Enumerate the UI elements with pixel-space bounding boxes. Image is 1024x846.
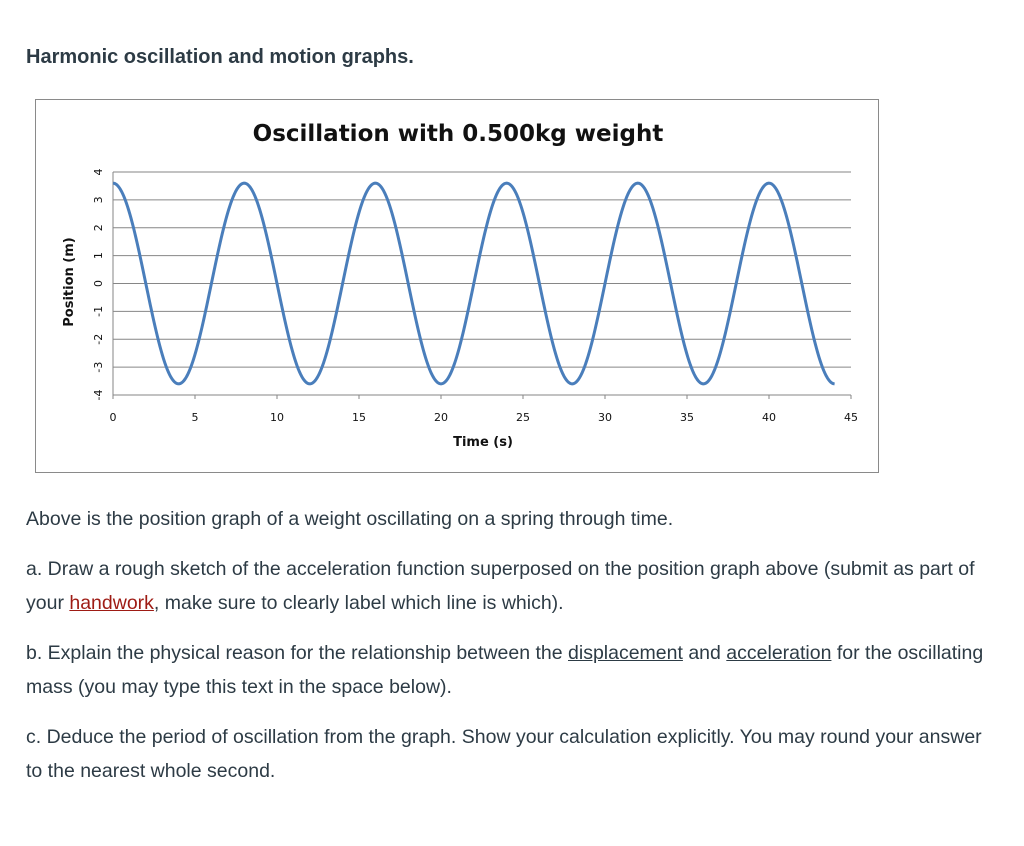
y-tick-label: 1	[92, 252, 105, 259]
question-b: b. Explain the physical reason for the r…	[26, 636, 1001, 704]
x-tick-label: 10	[270, 411, 284, 424]
position-series-line	[112, 181, 835, 386]
acceleration-link[interactable]: acceleration	[726, 642, 832, 664]
question-b-text-2: and	[682, 642, 727, 664]
x-tick-labels: 0 5 10 15 20 25 30 35 40 45	[110, 411, 859, 424]
displacement-link[interactable]: displacement	[568, 642, 683, 664]
y-tick-label: -3	[92, 362, 105, 373]
y-tick-label: 4	[92, 169, 105, 176]
intro-paragraph: Above is the position graph of a weight …	[26, 508, 674, 530]
y-tick-label: -1	[92, 306, 105, 317]
chart-title: Oscillation with 0.500kg weight	[253, 121, 664, 147]
x-tick-label: 5	[192, 411, 199, 424]
question-a-text-1: a. Draw a rough sketch of the accelerati…	[26, 558, 975, 614]
y-tick-label: 2	[92, 224, 105, 231]
grid-lines	[113, 171, 851, 368]
y-tick-label: -4	[92, 390, 105, 401]
x-tick-label: 40	[762, 411, 776, 424]
x-tick-label: 30	[598, 411, 612, 424]
x-tick-label: 35	[680, 411, 694, 424]
y-tick-label: 0	[92, 280, 105, 287]
question-a-text-2: , make sure to clearly label which line …	[153, 592, 564, 614]
y-axis-label: Position (m)	[62, 237, 77, 326]
series-layer	[112, 181, 835, 386]
question-b-text-3: for the oscillating mass (you may type t…	[26, 642, 984, 698]
question-a: a. Draw a rough sketch of the accelerati…	[26, 552, 1001, 620]
x-axis-label: Time (s)	[453, 435, 513, 450]
y-tick-label: 3	[92, 196, 105, 203]
x-tick-label: 0	[110, 411, 117, 424]
question-c: c. Deduce the period of oscillation from…	[26, 726, 982, 782]
x-tick-label: 25	[516, 411, 530, 424]
x-tick-label: 15	[352, 411, 366, 424]
page-heading: Harmonic oscillation and motion graphs.	[26, 46, 414, 68]
y-tick-label: -2	[92, 334, 105, 345]
chart-svg: Oscillation with 0.500kg weight 43210-1-…	[62, 121, 859, 450]
y-tick-labels: 4 3 2 1 0 -1 -2 -3 -4	[92, 169, 105, 401]
x-tick-label: 20	[434, 411, 448, 424]
handwork-link[interactable]: handwork	[69, 592, 154, 614]
x-tick-label: 45	[844, 411, 858, 424]
axes	[112, 172, 852, 399]
position-chart: Oscillation with 0.500kg weight 4 3 2 1 0 -1-…	[35, 99, 879, 473]
question-b-text-1: b. Explain the physical reason for the r…	[26, 642, 569, 664]
